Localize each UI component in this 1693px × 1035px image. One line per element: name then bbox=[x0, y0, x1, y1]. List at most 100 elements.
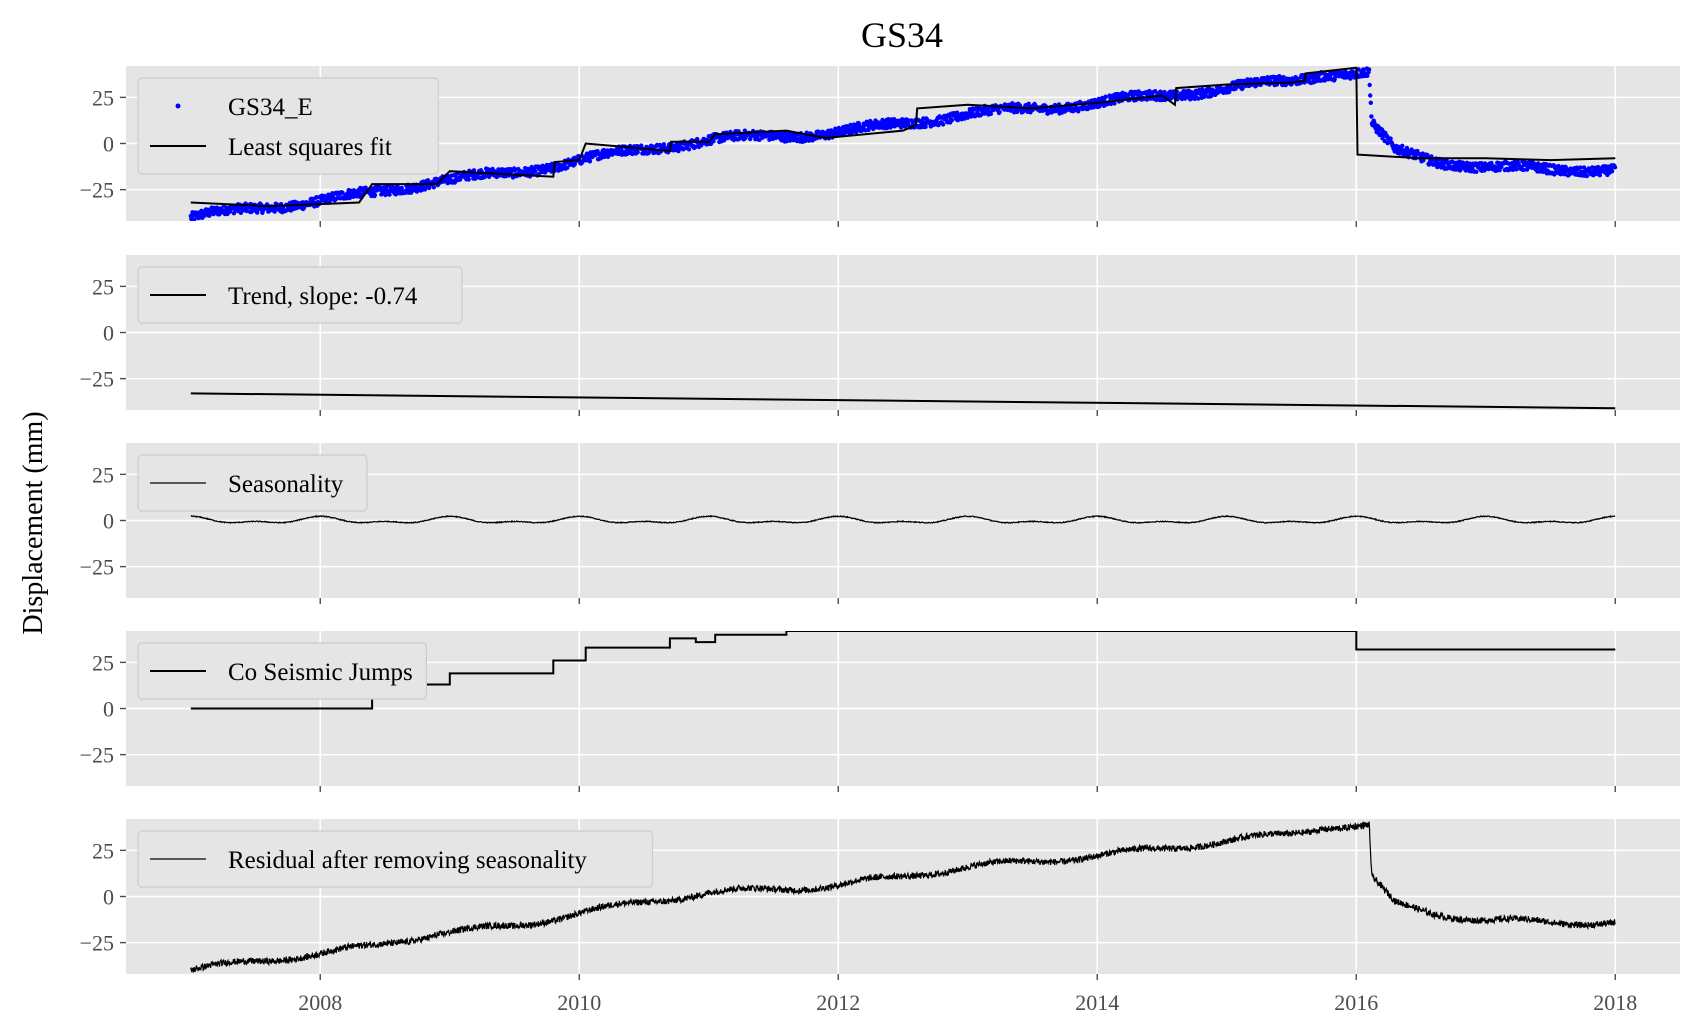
data-point bbox=[431, 185, 436, 190]
data-point bbox=[1531, 161, 1537, 166]
legend-box bbox=[137, 642, 427, 700]
data-point bbox=[923, 124, 928, 129]
data-point bbox=[1368, 93, 1373, 98]
data-point bbox=[1388, 136, 1393, 141]
data-point bbox=[565, 165, 570, 170]
data-point bbox=[255, 207, 260, 212]
y-tick-label: 0 bbox=[103, 132, 114, 157]
legend: GS34_E Least squares fit bbox=[137, 77, 439, 175]
data-point bbox=[1489, 160, 1494, 166]
panel-2: −25 0 25 Trend, slope: -0.74 bbox=[80, 255, 1680, 416]
legend-box bbox=[137, 830, 654, 888]
data-point bbox=[1112, 101, 1117, 106]
y-tick-label: −25 bbox=[80, 178, 114, 203]
data-point bbox=[949, 118, 954, 123]
legend-box bbox=[137, 266, 463, 324]
panel-3: −25 0 25 Seasonality bbox=[80, 443, 1680, 604]
y-tick-label: 25 bbox=[92, 274, 114, 299]
data-point bbox=[674, 141, 679, 146]
data-point bbox=[1474, 169, 1479, 174]
data-point bbox=[1368, 100, 1374, 106]
data-point bbox=[595, 149, 600, 154]
y-tick-label: −25 bbox=[80, 555, 114, 580]
chart-title: GS34 bbox=[861, 15, 943, 55]
data-point bbox=[848, 122, 853, 128]
data-point bbox=[466, 177, 471, 182]
data-point bbox=[748, 136, 753, 142]
data-point bbox=[1409, 147, 1414, 152]
x-tick-label: 2008 bbox=[298, 990, 342, 1015]
data-point bbox=[721, 138, 727, 143]
data-point bbox=[988, 111, 994, 117]
series-GS34_E bbox=[188, 66, 1618, 221]
data-layer bbox=[190, 820, 1616, 973]
panel-5: −25 0 25 Residual after removing seasonalit… bbox=[80, 819, 1680, 980]
data-point bbox=[1612, 165, 1618, 170]
data-point bbox=[471, 168, 477, 173]
data-point bbox=[272, 209, 277, 214]
y-tick-label: 25 bbox=[92, 462, 114, 487]
data-point bbox=[954, 110, 960, 115]
data-point bbox=[1365, 73, 1370, 79]
x-tick-label: 2010 bbox=[557, 990, 601, 1015]
x-tick-labels: 2008 2010 2012 2014 2016 2018 bbox=[298, 990, 1637, 1015]
x-tick-label: 2012 bbox=[816, 990, 860, 1015]
legend: Residual after removing seasonality bbox=[137, 830, 654, 888]
data-point bbox=[572, 161, 577, 167]
series-line bbox=[190, 66, 1616, 208]
legend-label: Residual after removing seasonality bbox=[228, 847, 587, 874]
data-point bbox=[1567, 171, 1573, 177]
series-line bbox=[190, 631, 1616, 710]
legend-label: GS34_E bbox=[228, 94, 313, 121]
data-point bbox=[1196, 96, 1201, 101]
data-point bbox=[372, 192, 378, 198]
legend-box bbox=[137, 454, 368, 512]
data-point bbox=[1367, 82, 1372, 88]
y-tick-label: 0 bbox=[103, 321, 114, 346]
panel-1: −25 0 25 GS34_E Least squares fit bbox=[80, 66, 1680, 227]
data-point bbox=[1240, 86, 1245, 91]
data-point bbox=[1584, 173, 1590, 179]
data-point bbox=[1136, 89, 1142, 94]
y-tick-label: −25 bbox=[80, 743, 114, 768]
data-point bbox=[1369, 114, 1374, 119]
series-line bbox=[190, 820, 1616, 973]
data-point bbox=[639, 143, 644, 148]
data-point bbox=[340, 190, 345, 195]
y-tick-label: 25 bbox=[92, 838, 114, 863]
data-point bbox=[1348, 76, 1353, 81]
legend-box bbox=[137, 77, 439, 175]
legend-label: Trend, slope: -0.74 bbox=[228, 283, 418, 310]
data-point bbox=[857, 124, 862, 129]
data-point bbox=[399, 185, 404, 191]
data-point bbox=[1514, 167, 1519, 172]
data-point bbox=[231, 211, 237, 216]
panels: −25 0 25 GS34_E Least squares fit −25 0 25 Trend… bbox=[80, 66, 1680, 980]
data-point bbox=[1162, 89, 1167, 95]
data-point bbox=[787, 138, 792, 143]
data-layer bbox=[190, 514, 1616, 525]
data-point bbox=[512, 168, 517, 173]
data-layer bbox=[188, 66, 1618, 221]
data-point bbox=[1400, 143, 1405, 148]
data-point bbox=[1103, 94, 1108, 99]
data-point bbox=[1521, 167, 1526, 173]
data-point bbox=[238, 210, 244, 215]
data-point bbox=[686, 147, 692, 152]
data-point bbox=[1366, 67, 1372, 72]
y-tick-label: −25 bbox=[80, 931, 114, 956]
data-point bbox=[1609, 169, 1615, 174]
data-point bbox=[711, 139, 716, 144]
x-tick-label: 2014 bbox=[1075, 990, 1119, 1015]
data-point bbox=[1168, 96, 1174, 101]
data-point bbox=[244, 208, 249, 214]
data-point bbox=[587, 159, 593, 164]
data-point bbox=[1499, 164, 1504, 170]
data-point bbox=[940, 122, 946, 127]
data-point bbox=[393, 192, 399, 197]
data-point bbox=[784, 139, 789, 144]
legend-marker bbox=[175, 103, 181, 109]
data-point bbox=[387, 192, 392, 197]
y-tick-label: 25 bbox=[92, 85, 114, 110]
legend-label: Seasonality bbox=[228, 471, 344, 498]
